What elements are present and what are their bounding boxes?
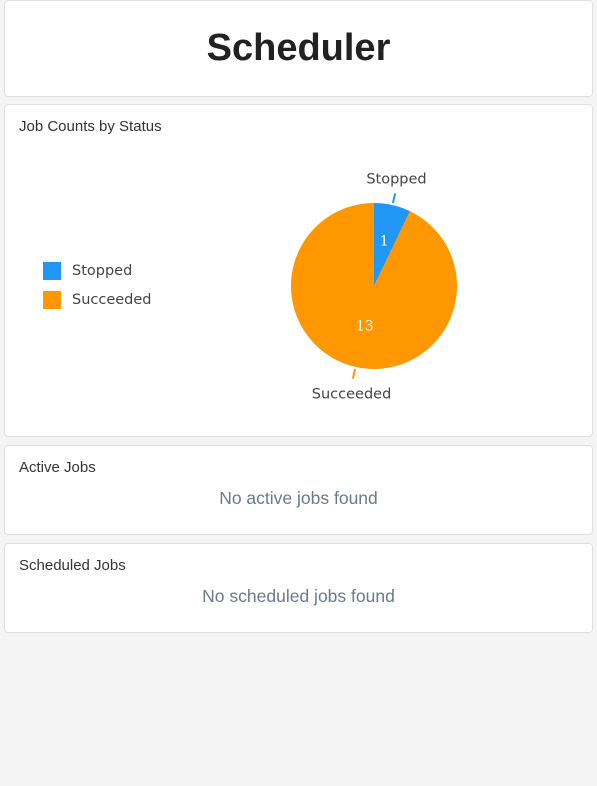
header-card: Scheduler	[4, 0, 593, 97]
scheduled-jobs-card: Scheduled Jobs No scheduled jobs found	[4, 543, 593, 633]
active-jobs-card: Active Jobs No active jobs found	[4, 445, 593, 535]
pie-slice-stopped[interactable]	[374, 203, 411, 286]
scheduled-jobs-empty-message: No scheduled jobs found	[202, 586, 395, 606]
legend-swatch-stopped	[43, 262, 61, 280]
pie-category-label-stopped: Stopped	[366, 172, 426, 188]
pie-leader-line-stopped	[391, 193, 397, 204]
job-counts-title: Job Counts by Status	[19, 118, 162, 135]
active-jobs-empty-message: No active jobs found	[219, 488, 378, 508]
pie-category-label-succeeded: Succeeded	[312, 386, 392, 402]
legend-label-succeeded: Succeeded	[72, 292, 152, 308]
chart-legend: Stopped Succeeded	[43, 262, 152, 320]
pie-slice-succeeded[interactable]	[290, 203, 458, 370]
legend-item-stopped[interactable]: Stopped	[43, 262, 152, 280]
pie-value-label-succeeded: 13	[356, 318, 374, 334]
pie-leader-line-succeeded	[351, 368, 357, 379]
legend-item-succeeded[interactable]: Succeeded	[43, 291, 152, 309]
page-title: Scheduler	[206, 27, 391, 69]
legend-swatch-succeeded	[43, 291, 61, 309]
active-jobs-title: Active Jobs	[19, 459, 96, 476]
scheduled-jobs-title: Scheduled Jobs	[19, 557, 126, 574]
legend-label-stopped: Stopped	[72, 263, 133, 279]
pie-value-label-stopped: 1	[380, 233, 389, 249]
job-counts-card: Job Counts by Status Stopped Succeeded 1…	[4, 104, 593, 437]
job-status-pie-chart: 1 Stopped 13 Succeeded	[290, 172, 458, 402]
